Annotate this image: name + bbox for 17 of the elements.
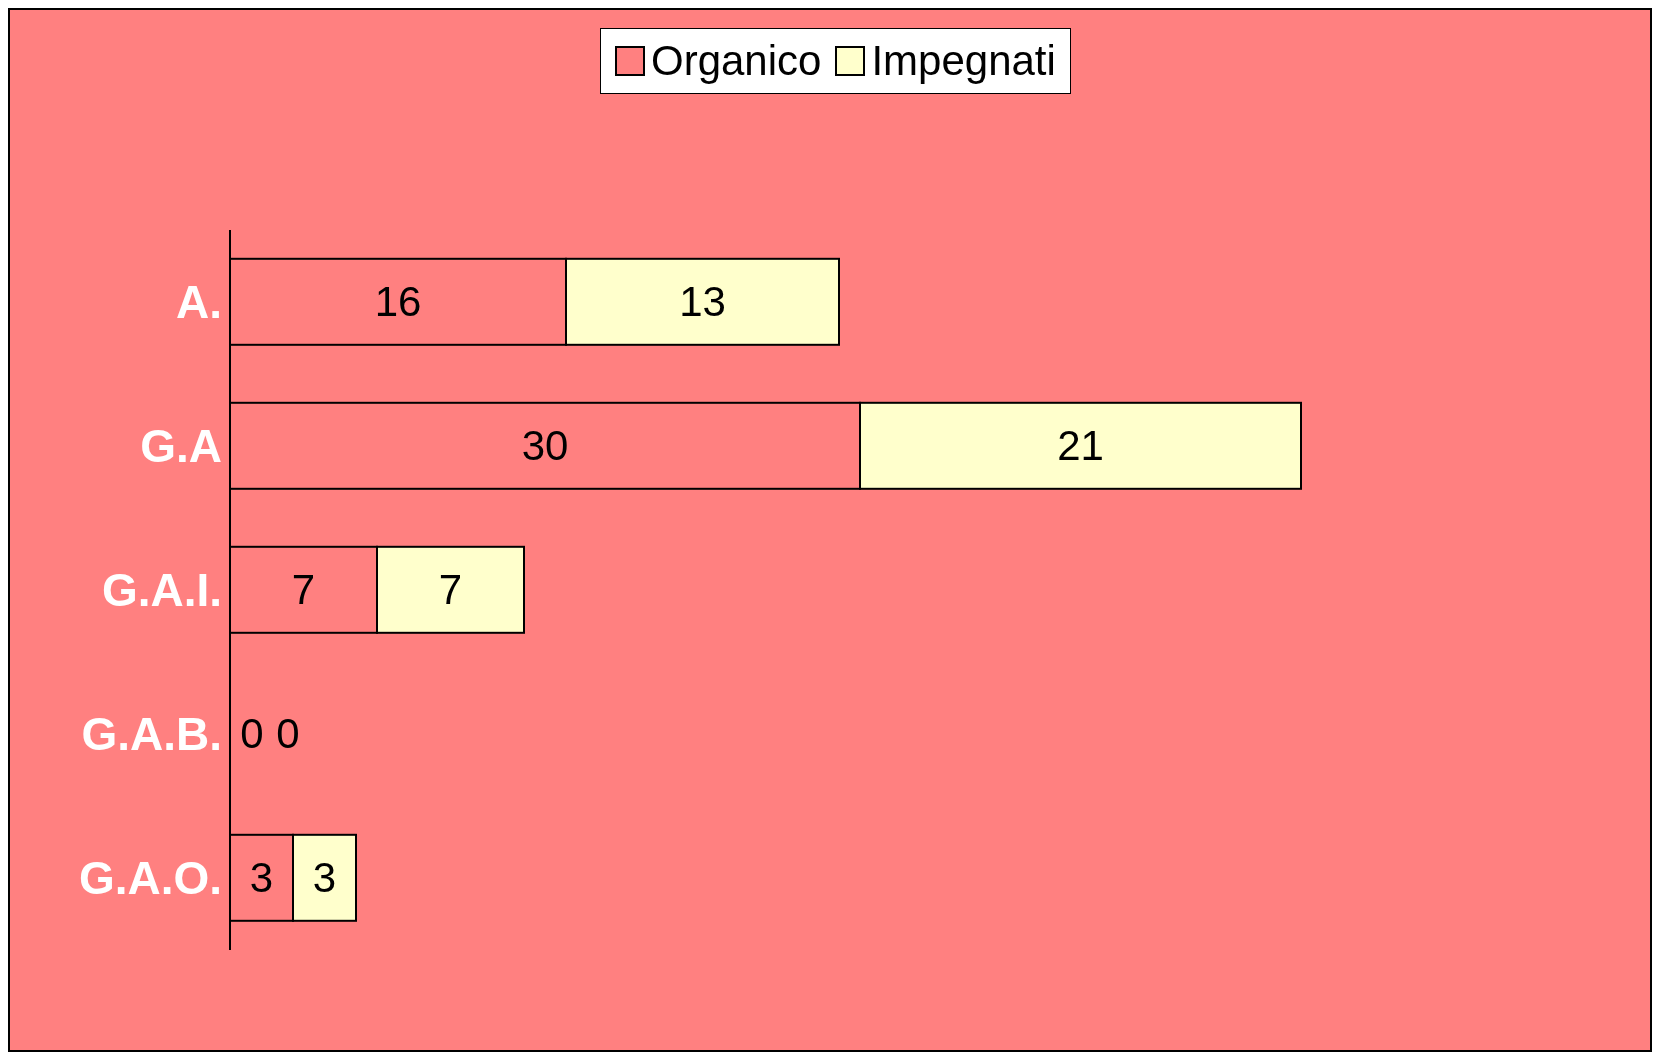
data-label: 3 <box>312 854 337 902</box>
y-tick-label: G.A <box>140 420 222 473</box>
legend-label: Organico <box>651 37 822 85</box>
data-label: 3 <box>249 854 274 902</box>
y-tick-label: G.A.I. <box>101 564 222 617</box>
data-label: 13 <box>679 278 726 326</box>
data-label: 7 <box>438 566 463 614</box>
y-tick-label: G.A.B. <box>81 708 222 761</box>
data-label: 7 <box>291 566 316 614</box>
data-label: 16 <box>374 278 422 326</box>
y-tick-label: G.A.O. <box>78 852 222 905</box>
data-label: 0 <box>240 710 264 758</box>
data-label: 0 <box>276 710 300 758</box>
data-label: 30 <box>521 422 569 470</box>
legend-label: Impegnati <box>871 37 1056 85</box>
y-tick-label: A. <box>176 276 222 329</box>
data-label: 21 <box>1057 422 1104 470</box>
